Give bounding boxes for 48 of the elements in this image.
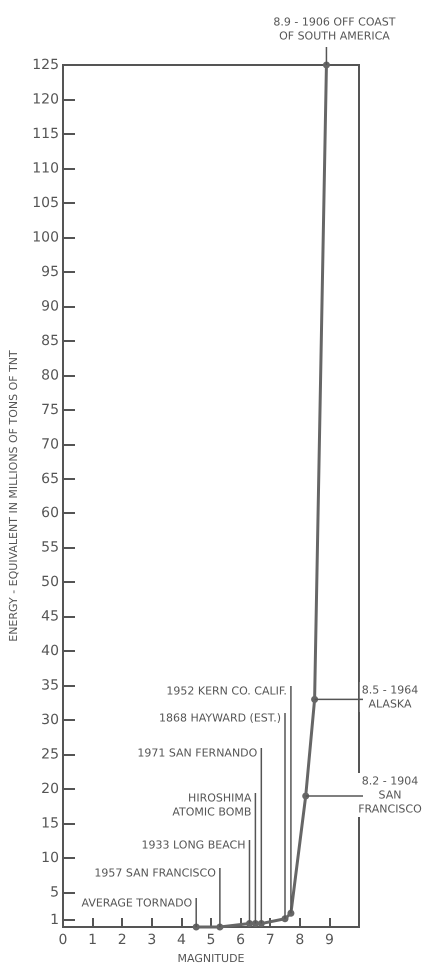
annotation: 1957 SAN FRANCISCO bbox=[94, 866, 216, 880]
annotation: AVERAGE TORNADO bbox=[81, 896, 193, 910]
y-tick-label: 50 bbox=[41, 574, 59, 590]
y-tick-label: 55 bbox=[41, 540, 59, 556]
annotation: HIROSHIMA ATOMIC BOMB bbox=[172, 792, 252, 818]
x-tick-label: 9 bbox=[324, 932, 334, 948]
y-tick-label: 100 bbox=[32, 229, 59, 246]
y-tick-label: 15 bbox=[41, 816, 59, 832]
y-axis-title: ENERGY - EQUIVALENT IN MILLIONS OF TONS OF TNT bbox=[7, 350, 20, 642]
y-tick-label: 40 bbox=[41, 643, 59, 660]
y-tick-label: 60 bbox=[41, 505, 59, 522]
y-tick-label: 95 bbox=[41, 264, 59, 280]
annotation: 8.2 - 1904 SAN FRANCISCO bbox=[358, 774, 422, 816]
y-tick-label: 35 bbox=[41, 678, 59, 694]
annotation: 1971 SAN FERNANDO bbox=[137, 746, 258, 760]
annotation: 1952 KERN CO. CALIF. bbox=[166, 684, 287, 698]
y-tick-label: 90 bbox=[41, 298, 59, 314]
y-tick-label: 5 bbox=[50, 884, 59, 901]
x-tick-label: 2 bbox=[118, 932, 127, 948]
y-tick-label: 120 bbox=[32, 91, 59, 108]
y-tick-label: 20 bbox=[41, 781, 59, 798]
y-tick-label: 75 bbox=[41, 402, 59, 418]
annotation: 1933 LONG BEACH bbox=[142, 838, 246, 852]
annotation: 8.9 - 1906 OFF COAST OF SOUTH AMERICA bbox=[273, 16, 396, 42]
x-tick-label: 8 bbox=[295, 932, 304, 948]
y-tick-label: 25 bbox=[41, 746, 59, 763]
y-tick-label: 115 bbox=[32, 126, 59, 142]
x-axis-title: MAGNITUDE bbox=[177, 952, 245, 965]
y-tick-label: 85 bbox=[41, 332, 59, 349]
y-tick-label: 65 bbox=[41, 470, 59, 487]
annotation: 8.5 - 1964 ALASKA bbox=[362, 684, 418, 710]
x-tick-label: 7 bbox=[266, 932, 275, 948]
x-tick-label: 6 bbox=[236, 932, 246, 948]
y-tick-label: 1 bbox=[50, 912, 59, 928]
x-tick-label: 1 bbox=[88, 932, 98, 948]
y-tick-label: 30 bbox=[41, 712, 59, 728]
x-tick-label: 5 bbox=[206, 932, 216, 948]
y-tick-label: 70 bbox=[41, 436, 59, 452]
y-tick-label: 105 bbox=[32, 194, 59, 211]
y-tick-label: 80 bbox=[41, 367, 59, 384]
y-tick-label: 110 bbox=[32, 160, 59, 176]
x-tick-label: 4 bbox=[176, 932, 186, 948]
y-tick-label: 10 bbox=[41, 850, 59, 866]
annotation: 1868 HAYWARD (EST.) bbox=[159, 712, 281, 724]
x-tick-label: 0 bbox=[58, 932, 68, 948]
y-tick-label: 45 bbox=[41, 608, 59, 625]
y-tick-label: 125 bbox=[32, 57, 59, 73]
x-tick-label: 3 bbox=[147, 932, 156, 948]
